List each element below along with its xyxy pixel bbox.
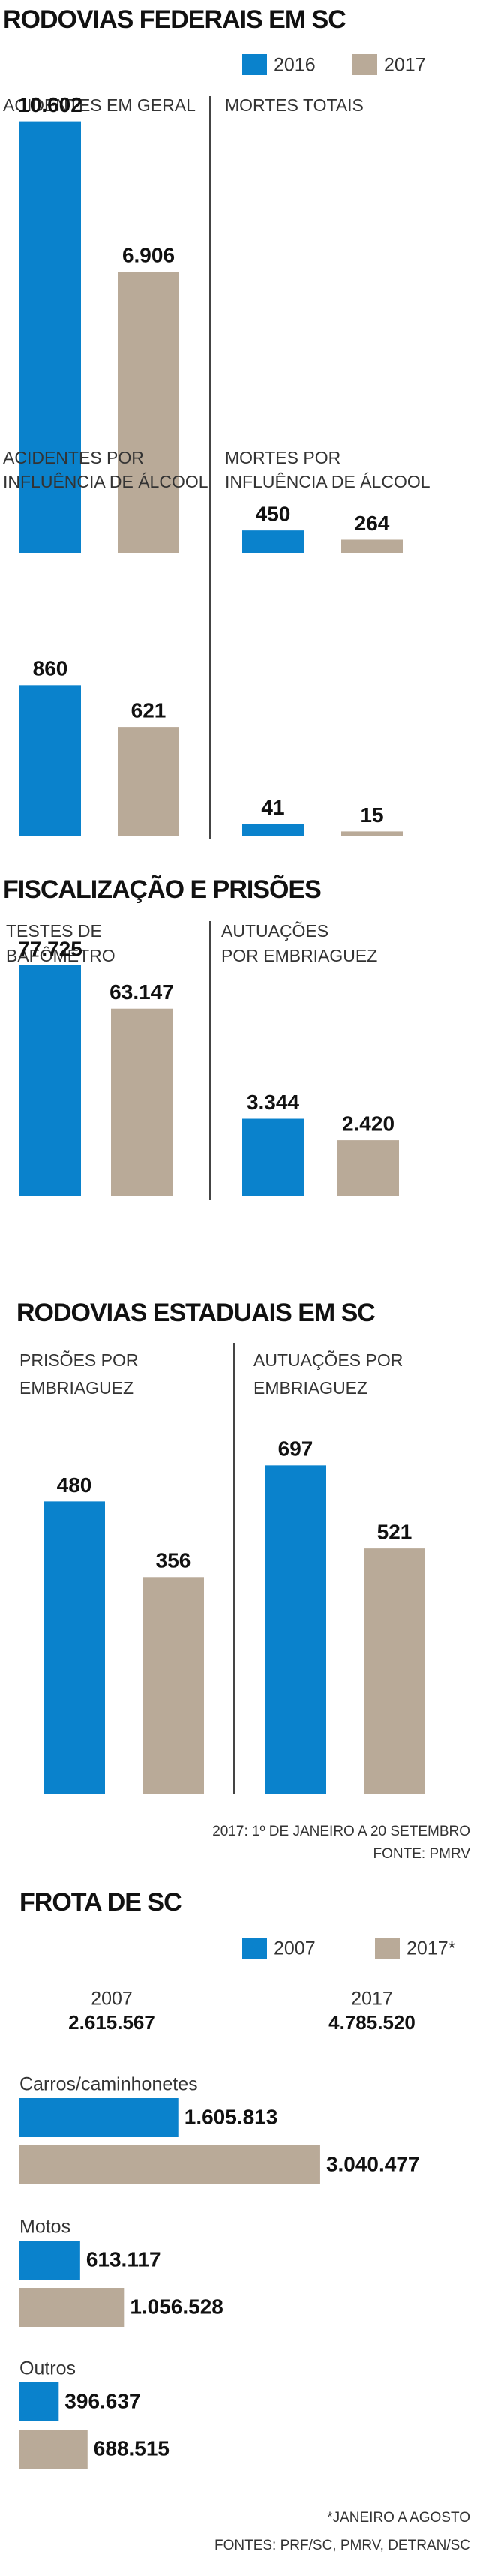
bar [118, 727, 179, 836]
bar [118, 272, 179, 553]
bar [20, 2382, 59, 2421]
section-title: FISCALIZAÇÃO E PRISÕES [3, 875, 321, 904]
panel-title: TESTES DE [6, 921, 102, 941]
note: *JANEIRO A AGOSTO [327, 2510, 470, 2526]
legend-label: 2007 [274, 1938, 316, 1959]
total-label: 2017 [351, 1989, 393, 2010]
bar [341, 539, 403, 553]
section-title: FROTA DE SC [20, 1888, 182, 1917]
value-label: 480 [57, 1473, 92, 1497]
bar [44, 1501, 105, 1794]
note: FONTE: PMRV [374, 1846, 471, 1862]
value-label: 10.602 [18, 93, 82, 116]
panel-title: MORTES POR [225, 448, 340, 467]
section-title: RODOVIAS FEDERAIS EM SC [3, 5, 346, 34]
value-label: 63.147 [110, 980, 174, 1004]
value-label: 1.605.813 [184, 2105, 278, 2128]
value-label: 521 [377, 1521, 412, 1544]
legend-label: 2016 [274, 55, 316, 76]
value-label: 3.344 [247, 1091, 299, 1114]
bar [242, 530, 304, 553]
total-value: 2.615.567 [68, 2011, 155, 2034]
bar [20, 2288, 124, 2327]
value-label: 6.906 [122, 244, 175, 267]
value-label: 860 [33, 657, 68, 680]
bar [242, 824, 304, 836]
panel-title: BAFÔMETRO [6, 945, 116, 965]
value-label: 356 [156, 1549, 191, 1572]
bar [20, 2145, 320, 2184]
category-label: Outros [20, 2358, 76, 2379]
legend-swatch [242, 1938, 267, 1959]
value-label: 15 [360, 803, 383, 827]
value-label: 77.725 [18, 937, 82, 960]
bar [364, 1548, 425, 1794]
panel-title: POR EMBRIAGUEZ [221, 946, 377, 965]
legend-swatch [352, 54, 377, 75]
panel-title: ACIDENTES EM GERAL [3, 95, 196, 115]
total-value: 4.785.520 [328, 2011, 416, 2034]
value-label: 396.637 [64, 2389, 140, 2412]
bar [20, 685, 81, 836]
bar [20, 2098, 178, 2137]
value-label: 1.056.528 [130, 2295, 224, 2318]
bar [142, 1577, 204, 1794]
legend-label: 2017* [406, 1938, 456, 1959]
value-label: 697 [278, 1437, 314, 1461]
panel-title: PRISÕES POR [20, 1350, 138, 1370]
panel-title: AUTUAÇÕES POR [254, 1350, 403, 1370]
panel-title: MORTES TOTAIS [225, 95, 364, 115]
panel-title: AUTUAÇÕES [221, 920, 328, 941]
note: FONTES: PRF/SC, PMRV, DETRAN/SC [214, 2538, 470, 2553]
bar [20, 2241, 80, 2280]
panel-title: EMBRIAGUEZ [254, 1378, 368, 1398]
value-label: 2.420 [342, 1112, 394, 1135]
panel-title: INFLUÊNCIA DE ÁLCOOL [3, 472, 208, 491]
panel-title: ACIDENTES POR [3, 448, 144, 467]
value-label: 264 [355, 512, 390, 535]
bar [242, 1118, 304, 1196]
value-label: 621 [131, 698, 166, 722]
panel-title: INFLUÊNCIA DE ÁLCOOL [225, 472, 430, 491]
legend-label: 2017 [384, 55, 426, 76]
bar [20, 121, 81, 554]
note: 2017: 1º DE JANEIRO A 20 SETEMBRO [212, 1824, 470, 1839]
section-title: RODOVIAS ESTADUAIS EM SC [16, 1299, 375, 1327]
bar [341, 831, 403, 836]
value-label: 613.117 [86, 2247, 161, 2271]
legend-swatch [242, 54, 267, 75]
bar [265, 1465, 326, 1794]
category-label: Motos [20, 2217, 70, 2238]
value-label: 41 [261, 796, 284, 819]
bar [20, 2430, 88, 2469]
value-label: 3.040.477 [326, 2152, 420, 2175]
bar [338, 1140, 399, 1196]
panel-title: EMBRIAGUEZ [20, 1378, 134, 1398]
total-label: 2007 [91, 1989, 133, 2010]
bar [20, 965, 81, 1196]
category-label: Carros/caminhonetes [20, 2074, 198, 2095]
value-label: 688.515 [94, 2436, 170, 2460]
legend-swatch [375, 1938, 400, 1959]
bar [111, 1008, 172, 1196]
value-label: 450 [256, 503, 291, 526]
